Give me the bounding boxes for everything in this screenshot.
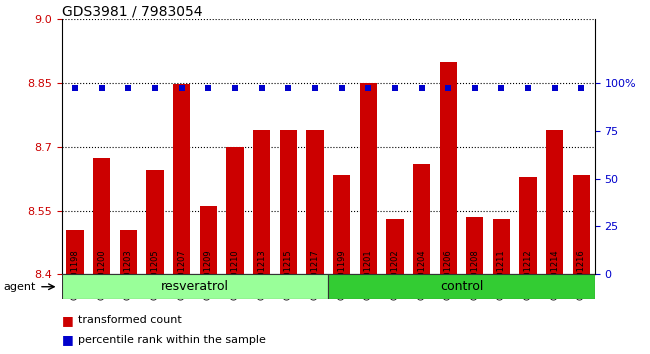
Point bbox=[469, 86, 480, 91]
Bar bbox=[328, 274, 595, 299]
Point bbox=[124, 86, 134, 91]
Text: control: control bbox=[440, 280, 483, 293]
Bar bbox=[493, 219, 510, 274]
Bar bbox=[253, 130, 270, 274]
Text: GSM801217: GSM801217 bbox=[311, 249, 319, 300]
Point bbox=[337, 86, 347, 91]
Text: GSM801215: GSM801215 bbox=[284, 249, 292, 300]
Text: resveratrol: resveratrol bbox=[161, 280, 229, 293]
Text: GSM801212: GSM801212 bbox=[524, 249, 532, 300]
Point bbox=[96, 86, 107, 91]
Text: GSM801211: GSM801211 bbox=[497, 249, 506, 300]
Text: GSM801209: GSM801209 bbox=[204, 249, 213, 300]
Point bbox=[70, 86, 81, 91]
Bar bbox=[439, 62, 457, 274]
Point bbox=[497, 86, 507, 91]
Point bbox=[283, 86, 294, 91]
Bar bbox=[413, 164, 430, 274]
Bar bbox=[359, 83, 377, 274]
Text: GSM801210: GSM801210 bbox=[231, 249, 239, 300]
Text: GSM801200: GSM801200 bbox=[98, 249, 106, 300]
Bar bbox=[573, 175, 590, 274]
Text: GSM801207: GSM801207 bbox=[177, 249, 186, 300]
Bar bbox=[120, 230, 137, 274]
Point bbox=[203, 86, 213, 91]
Point bbox=[256, 86, 267, 91]
Text: agent: agent bbox=[3, 282, 36, 292]
Bar bbox=[466, 217, 484, 274]
Point bbox=[390, 86, 400, 91]
Text: GSM801206: GSM801206 bbox=[444, 249, 452, 300]
Bar bbox=[386, 219, 404, 274]
Text: GSM801202: GSM801202 bbox=[391, 249, 399, 300]
Text: GSM801204: GSM801204 bbox=[417, 249, 426, 300]
Text: GSM801216: GSM801216 bbox=[577, 249, 586, 300]
Bar bbox=[62, 274, 328, 299]
Bar bbox=[546, 130, 564, 274]
Text: GSM801208: GSM801208 bbox=[471, 249, 479, 300]
Text: GSM801214: GSM801214 bbox=[551, 249, 559, 300]
Text: GSM801205: GSM801205 bbox=[151, 249, 159, 300]
Point bbox=[550, 86, 560, 91]
Text: percentile rank within the sample: percentile rank within the sample bbox=[78, 335, 266, 345]
Text: GSM801198: GSM801198 bbox=[71, 249, 79, 300]
Point bbox=[177, 86, 187, 91]
Bar bbox=[333, 175, 350, 274]
Point bbox=[577, 86, 587, 91]
Bar bbox=[280, 130, 297, 274]
Point bbox=[443, 86, 454, 91]
Text: GDS3981 / 7983054: GDS3981 / 7983054 bbox=[62, 4, 202, 18]
Point bbox=[230, 86, 240, 91]
Point bbox=[310, 86, 320, 91]
Bar bbox=[66, 230, 84, 274]
Bar bbox=[306, 130, 324, 274]
Text: ■: ■ bbox=[62, 333, 77, 346]
Text: GSM801213: GSM801213 bbox=[257, 249, 266, 300]
Bar bbox=[200, 206, 217, 274]
Point bbox=[523, 86, 533, 91]
Text: GSM801203: GSM801203 bbox=[124, 249, 133, 300]
Bar bbox=[226, 147, 244, 274]
Point bbox=[417, 86, 427, 91]
Point bbox=[150, 86, 161, 91]
Bar bbox=[93, 158, 110, 274]
Bar bbox=[519, 177, 537, 274]
Text: ■: ■ bbox=[62, 314, 77, 327]
Point bbox=[363, 86, 373, 91]
Bar bbox=[173, 84, 190, 274]
Text: transformed count: transformed count bbox=[78, 315, 182, 325]
Text: GSM801199: GSM801199 bbox=[337, 249, 346, 300]
Text: GSM801201: GSM801201 bbox=[364, 249, 372, 300]
Bar bbox=[146, 170, 164, 274]
